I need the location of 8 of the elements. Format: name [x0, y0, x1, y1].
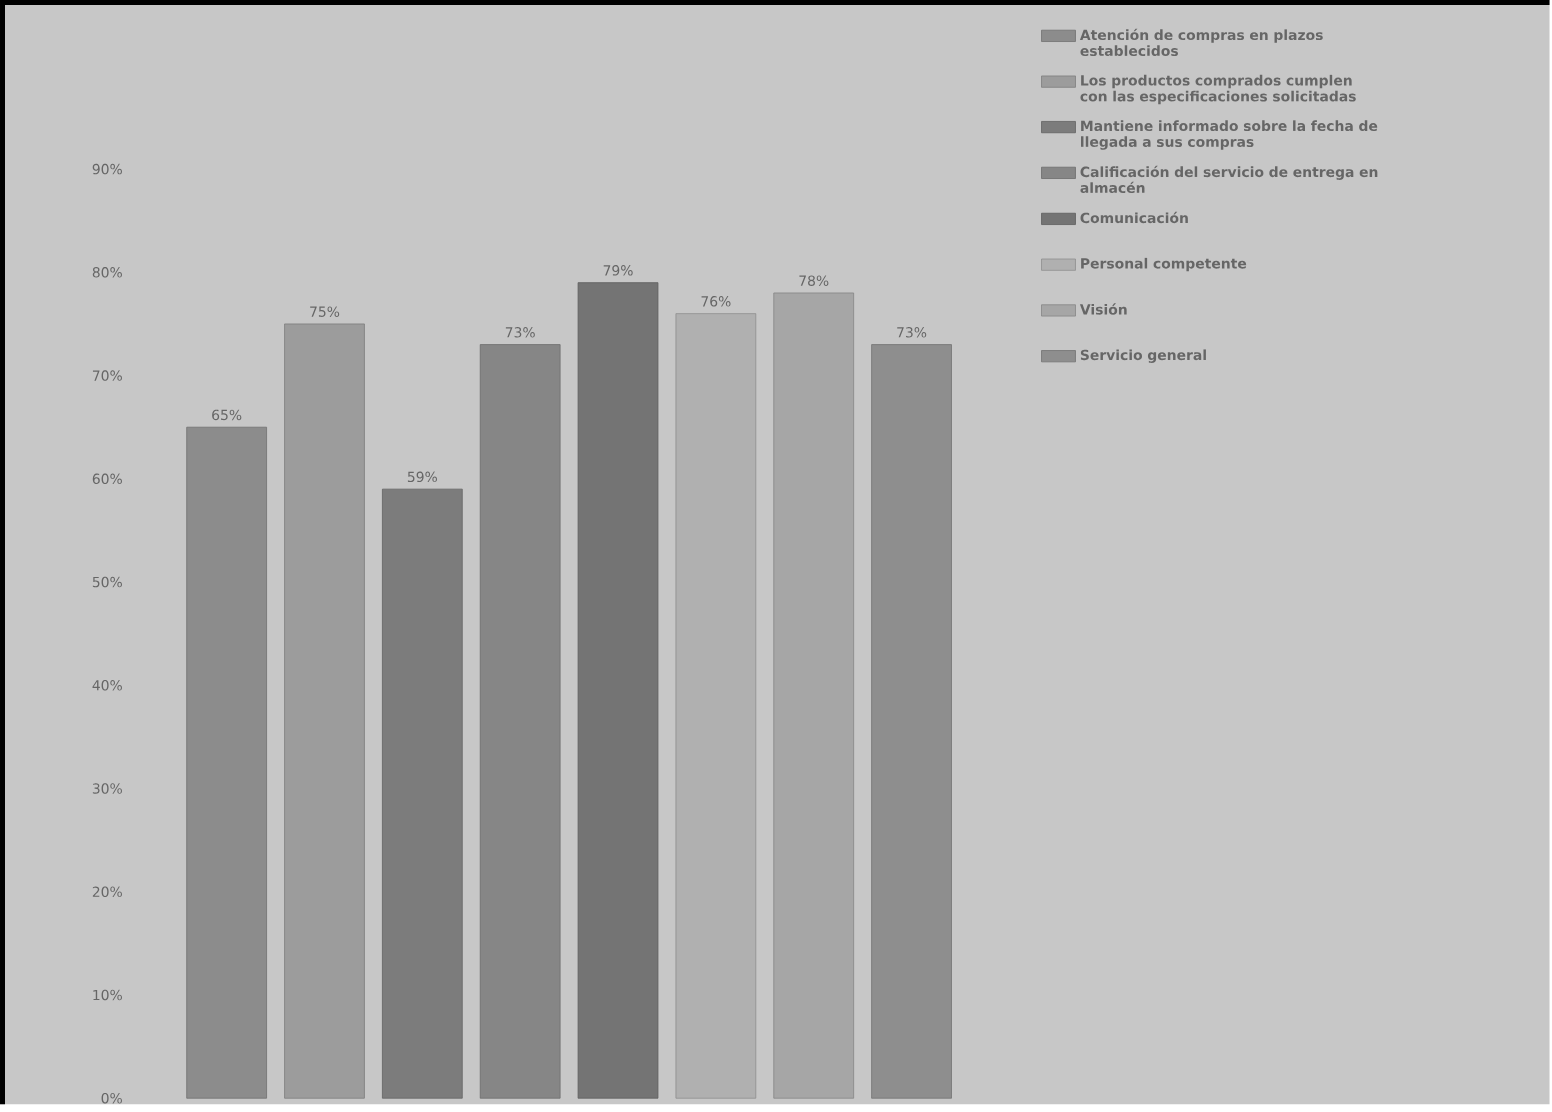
bar — [382, 488, 463, 1099]
bar — [773, 292, 855, 1099]
bar — [479, 344, 561, 1099]
bar — [577, 282, 659, 1099]
bar — [284, 323, 365, 1099]
bar — [871, 344, 952, 1099]
bar — [675, 313, 757, 1099]
bar — [186, 426, 267, 1099]
